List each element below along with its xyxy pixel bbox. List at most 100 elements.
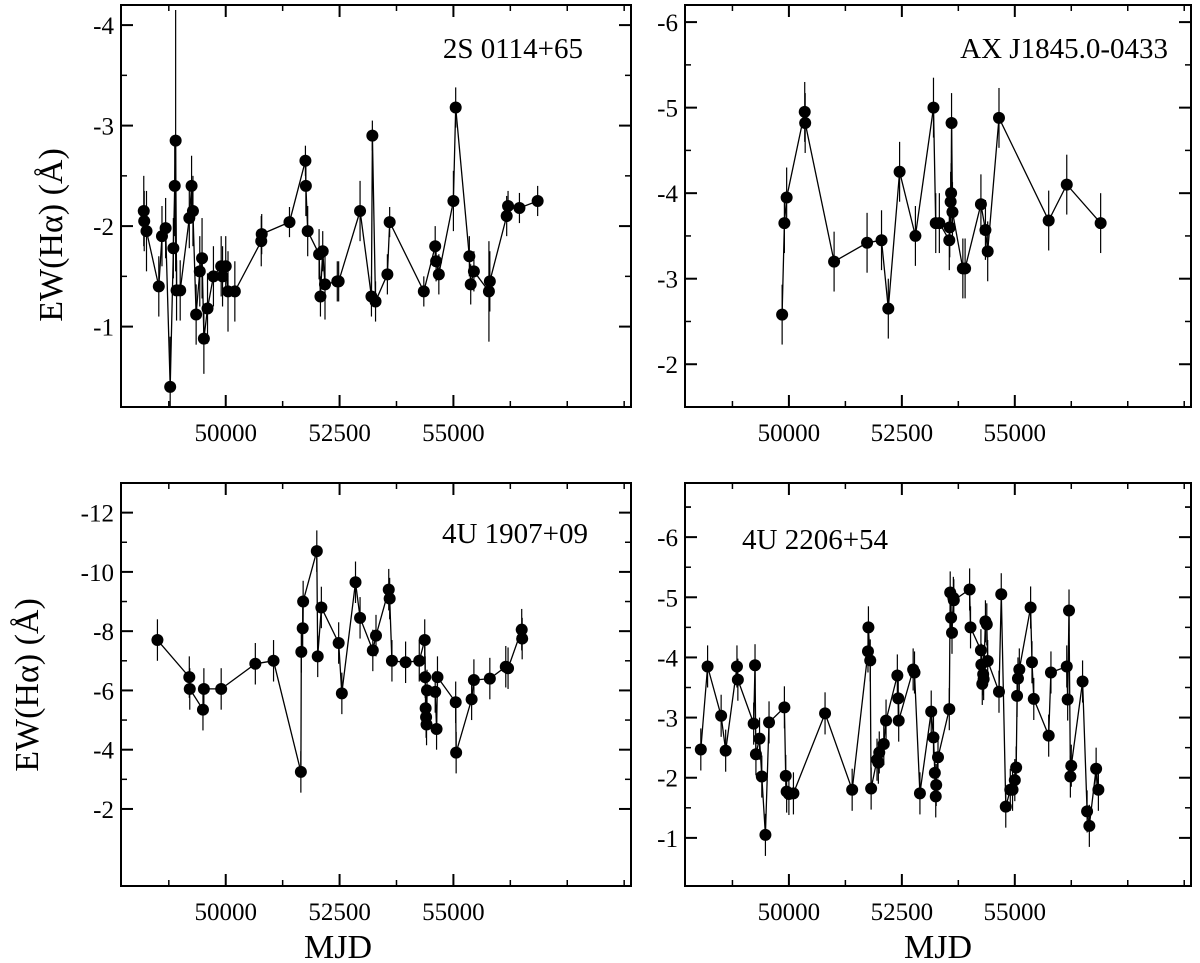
y-tick-label: -4: [657, 181, 678, 208]
y-tick-label: -5: [657, 585, 678, 612]
data-point: [1006, 783, 1019, 796]
y-tick-label: -8: [93, 619, 114, 646]
data-point: [183, 682, 196, 695]
data-point: [185, 179, 198, 192]
data-point: [947, 594, 960, 607]
data-point: [301, 225, 314, 238]
data-point: [299, 179, 312, 192]
data-point: [981, 245, 994, 258]
data-point: [316, 245, 329, 258]
data-point: [892, 714, 905, 727]
data-point: [927, 101, 940, 114]
data-point: [207, 270, 220, 283]
x-axis-label-left: MJD: [304, 929, 372, 963]
data-point: [946, 205, 959, 218]
y-tick-label: -2: [93, 797, 114, 824]
data-point: [759, 828, 772, 841]
data-point: [925, 705, 938, 718]
data-point: [1024, 601, 1037, 614]
data-point: [168, 179, 181, 192]
data-point: [449, 101, 462, 114]
x-tick-label: 55000: [422, 899, 485, 926]
data-point: [201, 302, 214, 315]
data-point: [186, 205, 199, 218]
data-point: [778, 217, 791, 230]
data-point: [995, 588, 1008, 601]
data-point: [1083, 819, 1096, 832]
y-tick-label: -10: [81, 560, 114, 587]
data-point: [190, 308, 203, 321]
panel-title: AX J1845.0-0433: [960, 33, 1168, 65]
data-point: [891, 669, 904, 682]
y-tick-label: -12: [81, 501, 114, 528]
data-point: [1060, 660, 1073, 673]
data-point: [892, 692, 905, 705]
data-point: [992, 685, 1005, 698]
data-point: [1076, 675, 1089, 688]
data-point: [981, 655, 994, 668]
data-point: [1027, 692, 1040, 705]
data-point: [482, 285, 495, 298]
data-point: [399, 656, 412, 669]
y-tick-label: -3: [657, 267, 678, 294]
y-axis-label-bottom: EW(Hα) (Å): [9, 598, 46, 772]
data-point: [1013, 663, 1026, 676]
data-point: [909, 229, 922, 242]
data-point: [137, 205, 150, 218]
data-point: [749, 659, 762, 672]
data-point: [928, 766, 941, 779]
data-point: [383, 592, 396, 605]
data-point: [787, 787, 800, 800]
data-point: [419, 702, 432, 715]
x-tick-label: 52500: [308, 899, 371, 926]
panel-3: 50000 52500 55000 -2 -4 -6 -8 -10 -12 4U 1907+09: [81, 482, 632, 926]
data-point: [183, 671, 196, 684]
data-point: [283, 216, 296, 229]
data-point: [979, 223, 992, 236]
data-point: [872, 756, 885, 769]
data-point: [1092, 783, 1105, 796]
data-point: [366, 129, 379, 142]
y-tick-label: -2: [657, 766, 678, 793]
data-point: [465, 693, 478, 706]
x-tick-label: 50000: [194, 420, 257, 447]
data-point: [799, 117, 812, 130]
data-point: [483, 275, 496, 288]
data-point: [959, 262, 972, 275]
data-point: [418, 634, 431, 647]
data-point: [944, 195, 957, 208]
panel-1: 50000 52500 55000 -1 -2 -3 -4 2S 0114+65: [93, 4, 632, 447]
data-point: [943, 703, 956, 716]
data-point: [747, 717, 760, 730]
data-point: [483, 672, 496, 685]
data-point: [913, 787, 926, 800]
y-tick-label: -4: [93, 738, 114, 765]
data-point: [196, 252, 209, 265]
data-point: [228, 285, 241, 298]
data-point: [963, 583, 976, 596]
data-point: [933, 217, 946, 230]
data-point: [945, 611, 958, 624]
data-point: [197, 332, 210, 345]
data-point: [382, 583, 395, 596]
data-point: [694, 743, 707, 756]
data-point: [432, 268, 445, 281]
data-point: [930, 778, 943, 791]
x-tick-label: 55000: [422, 420, 485, 447]
data-point: [174, 284, 187, 297]
data-point: [861, 236, 874, 249]
data-point: [349, 576, 362, 589]
data-point: [354, 611, 367, 624]
data-point: [977, 673, 990, 686]
data-point: [164, 380, 177, 393]
y-tick-label: -2: [93, 214, 114, 241]
panel-title: 4U 1907+09: [442, 518, 588, 550]
data-point: [929, 790, 942, 803]
series-line: [700, 588, 1100, 835]
data-point: [877, 738, 890, 751]
data-point: [1063, 604, 1076, 617]
data-point: [429, 685, 442, 698]
y-tick-label: -6: [657, 10, 678, 37]
data-point: [1064, 770, 1077, 783]
data-point: [450, 746, 463, 759]
